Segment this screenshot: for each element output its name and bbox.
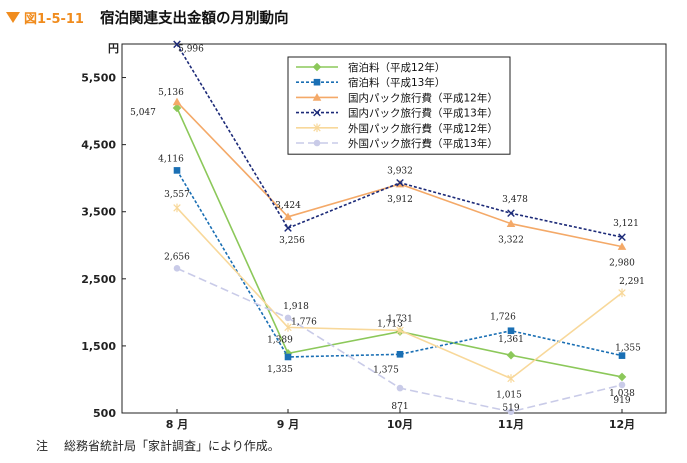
x-tick-label: 10月 bbox=[387, 418, 413, 431]
data-point bbox=[506, 350, 516, 360]
data-label: 2,980 bbox=[609, 259, 635, 269]
data-label: 4,116 bbox=[158, 154, 184, 164]
legend-item: 国内パック旅行費（平成12年） bbox=[296, 91, 498, 104]
legend-marker bbox=[313, 139, 321, 147]
legend-item: 国内パック旅行費（平成13年） bbox=[296, 107, 498, 120]
data-label: 1,731 bbox=[387, 314, 413, 324]
data-label: 3,121 bbox=[613, 219, 639, 229]
x-tick-label: 11月 bbox=[498, 418, 524, 431]
triangle-icon bbox=[6, 12, 20, 23]
data-point bbox=[617, 372, 627, 382]
data-point bbox=[173, 40, 181, 49]
data-label: 3,256 bbox=[279, 236, 305, 246]
data-point bbox=[618, 233, 626, 241]
data-label: 919 bbox=[613, 396, 630, 406]
y-tick-label: 2,500 bbox=[81, 273, 116, 286]
data-label: 519 bbox=[502, 404, 519, 414]
legend-marker bbox=[312, 93, 322, 101]
data-label: 3,424 bbox=[275, 201, 301, 211]
legend-item: 外国パック旅行費（平成13年） bbox=[296, 137, 498, 150]
legend-label: 国内パック旅行費（平成12年） bbox=[348, 91, 498, 104]
data-label: 1,389 bbox=[267, 335, 293, 345]
data-label: 5,996 bbox=[178, 44, 204, 54]
data-point bbox=[507, 374, 515, 383]
data-label: 1,375 bbox=[373, 365, 399, 375]
chart-title: 宿泊関連支出金額の月別動向 bbox=[99, 10, 289, 27]
data-point bbox=[396, 178, 404, 187]
data-point bbox=[396, 326, 404, 335]
y-tick-label: 1,500 bbox=[81, 340, 116, 353]
data-point bbox=[507, 408, 515, 416]
legend bbox=[287, 56, 511, 155]
data-label: 5,136 bbox=[158, 88, 184, 98]
data-label: 3,322 bbox=[498, 236, 524, 246]
data-point bbox=[396, 384, 404, 392]
data-point bbox=[618, 352, 626, 359]
data-point bbox=[283, 349, 293, 358]
y-tick-label: 3,500 bbox=[81, 206, 116, 219]
legend-item: 外国パック旅行費（平成12年） bbox=[296, 122, 498, 135]
y-tick-label: 4,500 bbox=[81, 139, 116, 152]
legend-label: 外国パック旅行費（平成12年） bbox=[348, 122, 498, 135]
data-point bbox=[618, 288, 626, 298]
x-tick-label: 12月 bbox=[609, 418, 635, 431]
footnote-text: 総務省統計局「家計調査」により作成。 bbox=[64, 439, 280, 453]
data-point bbox=[283, 212, 293, 221]
data-point bbox=[173, 265, 181, 272]
data-label: 1,361 bbox=[498, 335, 524, 345]
data-label: 1,918 bbox=[283, 302, 309, 312]
data-label: 2,656 bbox=[164, 252, 190, 262]
data-point bbox=[507, 209, 515, 217]
data-point bbox=[506, 219, 516, 227]
data-label: 871 bbox=[391, 402, 408, 412]
data-point bbox=[284, 323, 292, 332]
legend-marker bbox=[313, 108, 321, 117]
legend-marker bbox=[313, 78, 321, 86]
data-point bbox=[284, 353, 292, 361]
data-point bbox=[173, 167, 181, 174]
data-label: 3,557 bbox=[164, 190, 190, 200]
series-line-1 bbox=[176, 169, 623, 358]
legend-label: 国内パック旅行費（平成13年） bbox=[348, 107, 498, 120]
data-label: 1,335 bbox=[267, 365, 293, 375]
y-tick-label: 500 bbox=[93, 407, 116, 420]
data-point bbox=[172, 97, 182, 106]
data-point bbox=[173, 203, 181, 213]
data-point bbox=[284, 224, 292, 232]
data-label: 3,912 bbox=[387, 195, 413, 205]
chart-heading: 図1-5-11 宿泊関連支出金額の月別動向 bbox=[6, 6, 288, 28]
data-point bbox=[507, 327, 515, 335]
data-label: 1,713 bbox=[377, 320, 403, 330]
y-axis-unit: 円 bbox=[108, 42, 119, 55]
data-point bbox=[284, 314, 292, 322]
footnote-mark: 注 bbox=[36, 439, 49, 453]
data-label: 2,291 bbox=[619, 277, 645, 287]
legend-marker bbox=[312, 62, 322, 72]
data-label: 3,478 bbox=[502, 195, 528, 205]
legend-item: 宿泊料（平成13年） bbox=[296, 76, 445, 89]
data-label: 1,355 bbox=[615, 344, 641, 354]
plot-frame bbox=[121, 43, 667, 414]
footnote: 注 総務省統計局「家計調査」により作成。 bbox=[36, 437, 280, 454]
data-label: 1,726 bbox=[490, 313, 516, 323]
legend-marker bbox=[313, 123, 321, 133]
data-label: 5,047 bbox=[130, 108, 156, 118]
figure-number: 図1-5-11 bbox=[24, 11, 84, 27]
data-point bbox=[618, 381, 626, 389]
y-tick-label: 5,500 bbox=[81, 72, 116, 85]
x-tick-label: 9 月 bbox=[277, 418, 299, 431]
data-label: 1,776 bbox=[291, 317, 317, 327]
legend-label: 外国パック旅行費（平成13年） bbox=[348, 137, 498, 150]
legend-label: 宿泊料（平成13年） bbox=[348, 76, 445, 89]
legend-item: 宿泊料（平成12年） bbox=[296, 61, 445, 74]
x-tick-label: 8 月 bbox=[166, 418, 188, 431]
legend-label: 宿泊料（平成12年） bbox=[348, 61, 445, 74]
data-label: 3,932 bbox=[387, 167, 413, 177]
data-label: 1,038 bbox=[609, 389, 635, 399]
data-point bbox=[172, 103, 182, 113]
data-label: 1,015 bbox=[496, 390, 522, 400]
data-point bbox=[396, 350, 404, 358]
data-point bbox=[617, 242, 627, 250]
